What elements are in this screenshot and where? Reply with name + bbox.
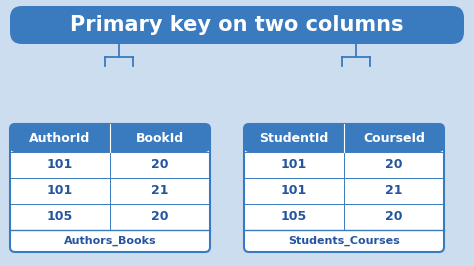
FancyBboxPatch shape bbox=[244, 124, 444, 152]
Text: Students_Courses: Students_Courses bbox=[288, 236, 400, 246]
Text: 20: 20 bbox=[151, 210, 169, 223]
FancyBboxPatch shape bbox=[10, 124, 210, 152]
Text: 21: 21 bbox=[151, 185, 169, 197]
Text: AuthorId: AuthorId bbox=[29, 131, 91, 144]
Text: Primary key on two columns: Primary key on two columns bbox=[70, 15, 404, 35]
FancyBboxPatch shape bbox=[10, 6, 464, 44]
Text: 101: 101 bbox=[281, 185, 307, 197]
Text: 20: 20 bbox=[151, 159, 169, 172]
Text: StudentId: StudentId bbox=[259, 131, 328, 144]
Text: 105: 105 bbox=[281, 210, 307, 223]
Text: 101: 101 bbox=[281, 159, 307, 172]
Text: 21: 21 bbox=[385, 185, 403, 197]
FancyBboxPatch shape bbox=[244, 124, 444, 252]
Text: Authors_Books: Authors_Books bbox=[64, 236, 156, 246]
Text: 20: 20 bbox=[385, 159, 403, 172]
FancyBboxPatch shape bbox=[10, 124, 210, 252]
Text: 101: 101 bbox=[47, 185, 73, 197]
Text: CourseId: CourseId bbox=[363, 131, 425, 144]
Text: BookId: BookId bbox=[136, 131, 184, 144]
Text: 101: 101 bbox=[47, 159, 73, 172]
Text: 20: 20 bbox=[385, 210, 403, 223]
Text: 105: 105 bbox=[47, 210, 73, 223]
